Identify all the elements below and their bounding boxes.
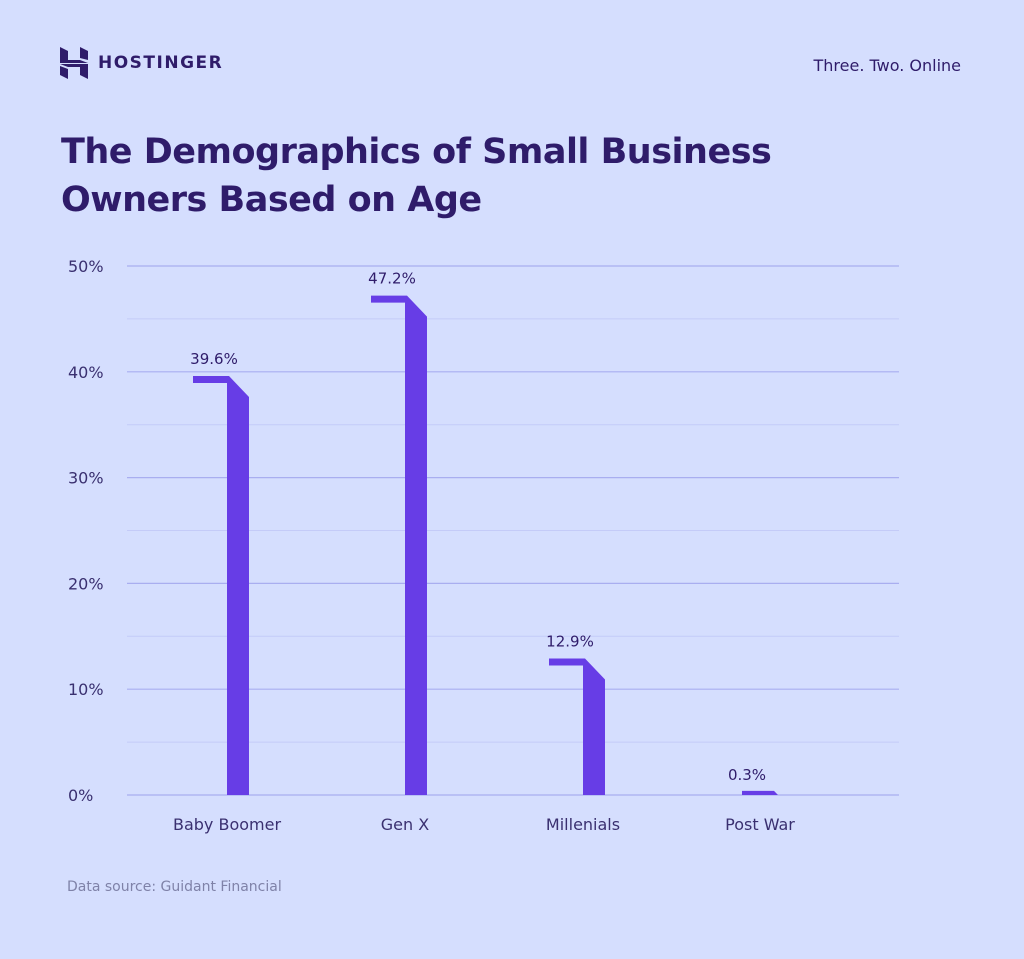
chart-title: The Demographics of Small Business Owner…	[61, 132, 772, 220]
y-tick-label: 30%	[68, 469, 104, 488]
x-tick-label: Gen X	[381, 815, 429, 834]
tagline: Three. Two. Online	[813, 56, 962, 75]
bar-post-war	[742, 790, 778, 795]
bar-gen-x	[371, 295, 427, 795]
hostinger-logo: HOSTINGER	[60, 47, 223, 79]
bar-baby-boomer	[193, 376, 249, 795]
data-label: 47.2%	[368, 270, 416, 288]
brand-name: HOSTINGER	[98, 53, 224, 73]
data-source: Data source: Guidant Financial	[67, 879, 282, 895]
data-label: 39.6%	[190, 350, 238, 368]
y-tick-label: 10%	[68, 680, 104, 699]
x-tick-label: Baby Boomer	[173, 815, 281, 834]
hostinger-logo-icon	[60, 47, 88, 79]
x-tick-label: Post War	[725, 815, 795, 834]
x-tick-label: Millenials	[546, 815, 620, 834]
data-label: 12.9%	[546, 633, 594, 651]
y-tick-label: 40%	[68, 363, 104, 382]
y-tick-label: 0%	[68, 786, 93, 805]
bar-millenials	[549, 658, 605, 795]
data-label: 0.3%	[728, 766, 766, 784]
y-tick-label: 20%	[68, 574, 104, 593]
y-tick-label: 50%	[68, 257, 104, 276]
